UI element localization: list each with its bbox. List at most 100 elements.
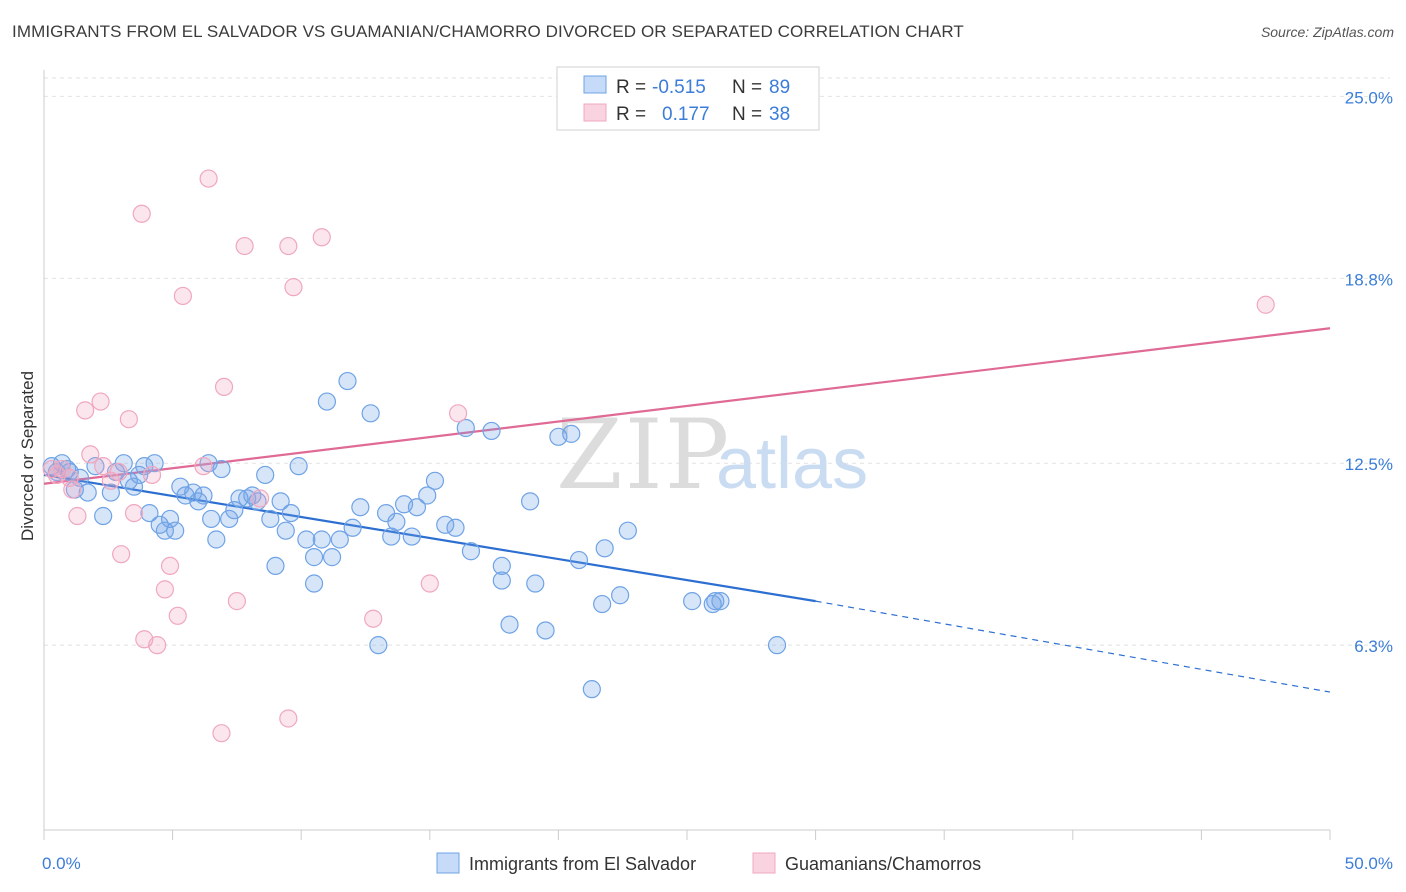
point-el-salvador (202, 509, 221, 529)
point-el-salvador (492, 556, 511, 576)
point-el-salvador (536, 621, 555, 640)
point-el-salvador (526, 574, 545, 593)
point-guamanian (81, 445, 100, 464)
y-tick-label: 12.5% (1345, 455, 1393, 474)
point-guamanian (76, 401, 95, 420)
point-el-salvador (500, 615, 519, 634)
point-guamanian (42, 459, 61, 479)
point-el-salvador (220, 509, 239, 529)
point-guamanian (148, 636, 167, 655)
trend-lines (43, 327, 1331, 693)
watermark-atlas: atlas (716, 424, 868, 504)
point-el-salvador (456, 418, 475, 438)
point-el-salvador (261, 509, 280, 529)
x-tick-label-max: 50.0% (1345, 854, 1393, 873)
point-guamanian (91, 392, 110, 411)
y-tick-label: 6.3% (1354, 637, 1393, 656)
point-el-salvador (593, 594, 612, 614)
point-el-salvador (683, 592, 702, 611)
point-el-salvador (297, 530, 316, 549)
y-tick-labels: 6.3% 12.5% 18.8% 25.0% (1345, 88, 1393, 656)
point-el-salvador (618, 521, 637, 540)
point-el-salvador (317, 392, 337, 411)
point-guamanian (214, 377, 234, 397)
point-el-salvador (436, 515, 455, 534)
legend-swatch-pink (752, 852, 776, 874)
point-el-salvador (266, 556, 285, 576)
stats-swatch-pink (583, 103, 607, 122)
point-el-salvador (130, 465, 149, 485)
stats-r-label-2: R = (616, 104, 646, 125)
point-el-salvador (86, 457, 105, 476)
point-el-salvador (611, 586, 630, 605)
point-el-salvador (312, 530, 331, 549)
source-credit: Source: ZipAtlas.com (1260, 24, 1394, 40)
point-guamanian (132, 204, 151, 223)
point-el-salvador (330, 530, 349, 549)
chart-title: IMMIGRANTS FROM EL SALVADOR VS GUAMANIAN… (12, 22, 964, 41)
stats-r-label-1: R = (616, 77, 646, 98)
x-tick-label-min: 0.0% (42, 854, 81, 873)
point-guamanian (284, 278, 303, 297)
stats-n-label-2: N = (732, 104, 762, 125)
data-points (42, 169, 1275, 743)
point-el-salvador (271, 492, 290, 511)
y-tick-label: 18.8% (1345, 270, 1393, 289)
stats-n-value-2: 38 (769, 104, 790, 125)
y-tick-label: 25.0% (1345, 88, 1393, 107)
grid-lines (44, 77, 1390, 646)
point-guamanian (448, 404, 468, 423)
point-el-salvador (387, 512, 406, 531)
point-el-salvador (189, 492, 208, 511)
point-guamanian (109, 462, 128, 482)
point-el-salvador (569, 550, 589, 570)
stats-box: R = -0.515 N = 89 R = 0.177 N = 38 (556, 66, 820, 131)
point-guamanian (160, 556, 180, 576)
point-el-salvador (194, 486, 213, 505)
legend-label-guamanians: Guamanians/Chamorros (785, 854, 981, 874)
y-axis-label: Divorced or Separated (18, 371, 37, 541)
point-el-salvador (184, 483, 203, 502)
point-guamanian (212, 724, 231, 743)
point-guamanian (94, 457, 113, 476)
point-guamanian (124, 503, 144, 523)
point-guamanian (194, 457, 213, 476)
trend-line-extension (815, 600, 1331, 693)
point-el-salvador (407, 498, 427, 517)
x-tick-marks (43, 830, 1331, 840)
point-el-salvador (145, 454, 164, 473)
point-el-salvador (155, 521, 174, 540)
watermark-zip: ZIP (556, 399, 731, 511)
point-el-salvador (351, 498, 370, 517)
stats-r-value-2: 0.177 (662, 104, 710, 125)
point-el-salvador (281, 503, 301, 523)
point-guamanian (168, 606, 187, 625)
stats-n-value-1: 89 (769, 77, 790, 98)
point-guamanian (60, 468, 79, 487)
point-el-salvador (289, 457, 308, 476)
point-el-salvador (212, 459, 231, 479)
point-el-salvador (562, 424, 581, 443)
point-el-salvador (369, 636, 388, 655)
point-el-salvador (343, 518, 362, 537)
trend-line-el-salvador (43, 473, 816, 603)
point-el-salvador (276, 521, 295, 540)
trend-line-guamanian (43, 327, 1331, 485)
point-el-salvador (711, 592, 730, 611)
point-el-salvador (521, 492, 540, 511)
point-guamanian (227, 592, 246, 611)
point-guamanian (279, 236, 298, 256)
point-el-salvador (238, 489, 257, 508)
point-el-salvador (124, 477, 144, 496)
point-guamanian (364, 609, 383, 628)
point-el-salvador (322, 548, 342, 567)
point-guamanian (119, 410, 138, 429)
point-guamanian (312, 228, 331, 247)
point-el-salvador (94, 506, 113, 526)
point-guamanian (235, 236, 254, 256)
point-el-salvador (225, 501, 244, 520)
point-el-salvador (418, 486, 437, 505)
point-guamanian (112, 545, 131, 564)
point-el-salvador (166, 521, 185, 540)
